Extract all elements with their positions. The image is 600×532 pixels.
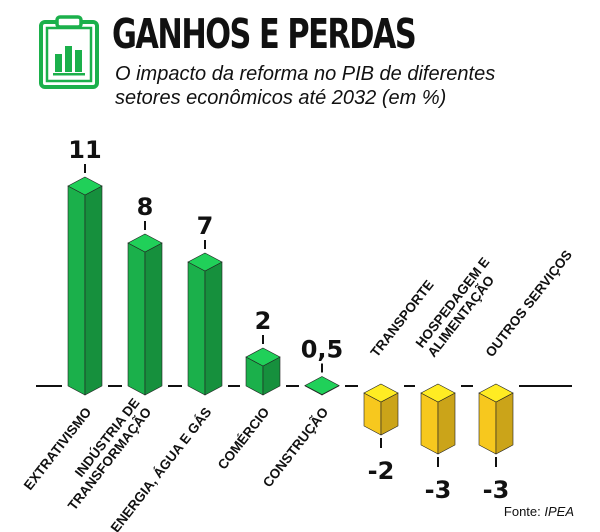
chart-source: Fonte: IPEA [504,504,574,519]
bar-front-left [127,242,146,396]
bar-negative [363,383,399,436]
bar-front-right [204,261,223,396]
value-label: -3 [425,476,452,504]
bar-positive [187,252,223,396]
bar-top [420,383,456,403]
category-label: COMÉRCIO [215,405,273,473]
bar-positive [304,376,340,396]
value-label: 11 [68,136,101,164]
value-label: 7 [197,212,214,240]
chart-header: GANHOS E PERDAS O impacto da reforma no … [0,0,600,120]
value-label: -3 [483,476,510,504]
bar-top [127,233,163,253]
bar-front-right [495,392,514,455]
bar-front-right [84,185,103,396]
bar-positive [245,347,281,396]
chart-subtitle: O impacto da reforma no PIB de diferente… [115,63,496,109]
bar-positive [67,176,103,396]
bar-front-left [67,185,86,396]
clipboard-chart-icon [39,15,99,89]
value-label: 0,5 [301,336,344,364]
category-label-line: COMÉRCIO [215,405,273,473]
bar-top [187,252,223,272]
bar-negative [478,383,514,455]
bar-front-right [437,392,456,455]
bar-top [245,347,281,367]
chart-title: GANHOS E PERDAS [112,10,417,58]
bar-negative [420,383,456,455]
category-label-line: CONSTRUÇÃO [260,405,331,490]
bar-top [67,176,103,196]
bar-front-left [420,392,439,455]
source-prefix: Fonte: [503,504,545,519]
bar-front-right [144,242,163,396]
bar-top [304,376,340,395]
source-name: IPEA [544,504,574,519]
bar-top [363,383,399,403]
category-label: OUTROS SERVIÇOS [483,247,575,359]
value-label: -2 [368,457,395,485]
value-label: 2 [255,307,272,335]
bar-front-left [187,261,206,396]
value-label: 8 [137,193,154,221]
category-label: CONSTRUÇÃO [260,405,331,490]
category-label-line: OUTROS SERVIÇOS [483,247,575,359]
bar-top [478,383,514,403]
bar-positive [127,233,163,396]
bar-front-left [478,392,497,455]
